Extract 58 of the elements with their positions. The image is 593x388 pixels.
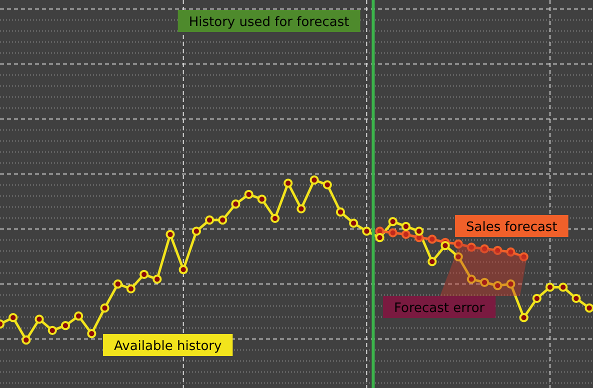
point (375, 233, 384, 242)
point (204, 215, 214, 225)
point (454, 252, 463, 262)
point (336, 207, 346, 217)
point (139, 270, 149, 279)
point (388, 228, 398, 238)
point (401, 230, 411, 239)
point (414, 226, 424, 236)
point (48, 326, 57, 335)
point (218, 215, 228, 225)
point (558, 282, 568, 292)
point (493, 246, 502, 255)
point (362, 226, 372, 236)
point (34, 314, 44, 324)
annotation: Forecast error (394, 301, 486, 316)
point (192, 226, 201, 236)
point (178, 265, 188, 274)
series-label: Sales forecast (466, 220, 558, 235)
point (466, 274, 476, 284)
point (310, 175, 319, 185)
point (60, 321, 70, 330)
point (401, 222, 411, 231)
point (284, 178, 293, 188)
point (87, 329, 96, 338)
point (532, 294, 542, 303)
point (8, 313, 18, 322)
point (166, 230, 175, 239)
point (22, 335, 31, 345)
point (506, 279, 516, 289)
point (466, 242, 476, 252)
point (519, 313, 528, 322)
point (152, 274, 162, 284)
point (480, 244, 490, 254)
point (388, 217, 398, 226)
point (572, 294, 581, 303)
series-label: Available history (114, 339, 222, 354)
point (454, 239, 463, 249)
point (349, 218, 358, 228)
point (231, 199, 240, 209)
point (113, 279, 122, 289)
point (126, 284, 136, 294)
point (428, 257, 437, 266)
point (244, 190, 254, 199)
point (584, 303, 593, 313)
point (257, 194, 266, 204)
point (74, 311, 84, 321)
point (428, 234, 437, 244)
point (270, 214, 280, 223)
point (322, 180, 332, 190)
point (519, 252, 528, 262)
point (545, 282, 555, 292)
point (440, 241, 450, 250)
point (493, 281, 502, 290)
point (296, 204, 306, 214)
point (100, 303, 110, 313)
point (480, 278, 490, 287)
point (506, 247, 516, 257)
text: History used for forecast (188, 15, 350, 30)
